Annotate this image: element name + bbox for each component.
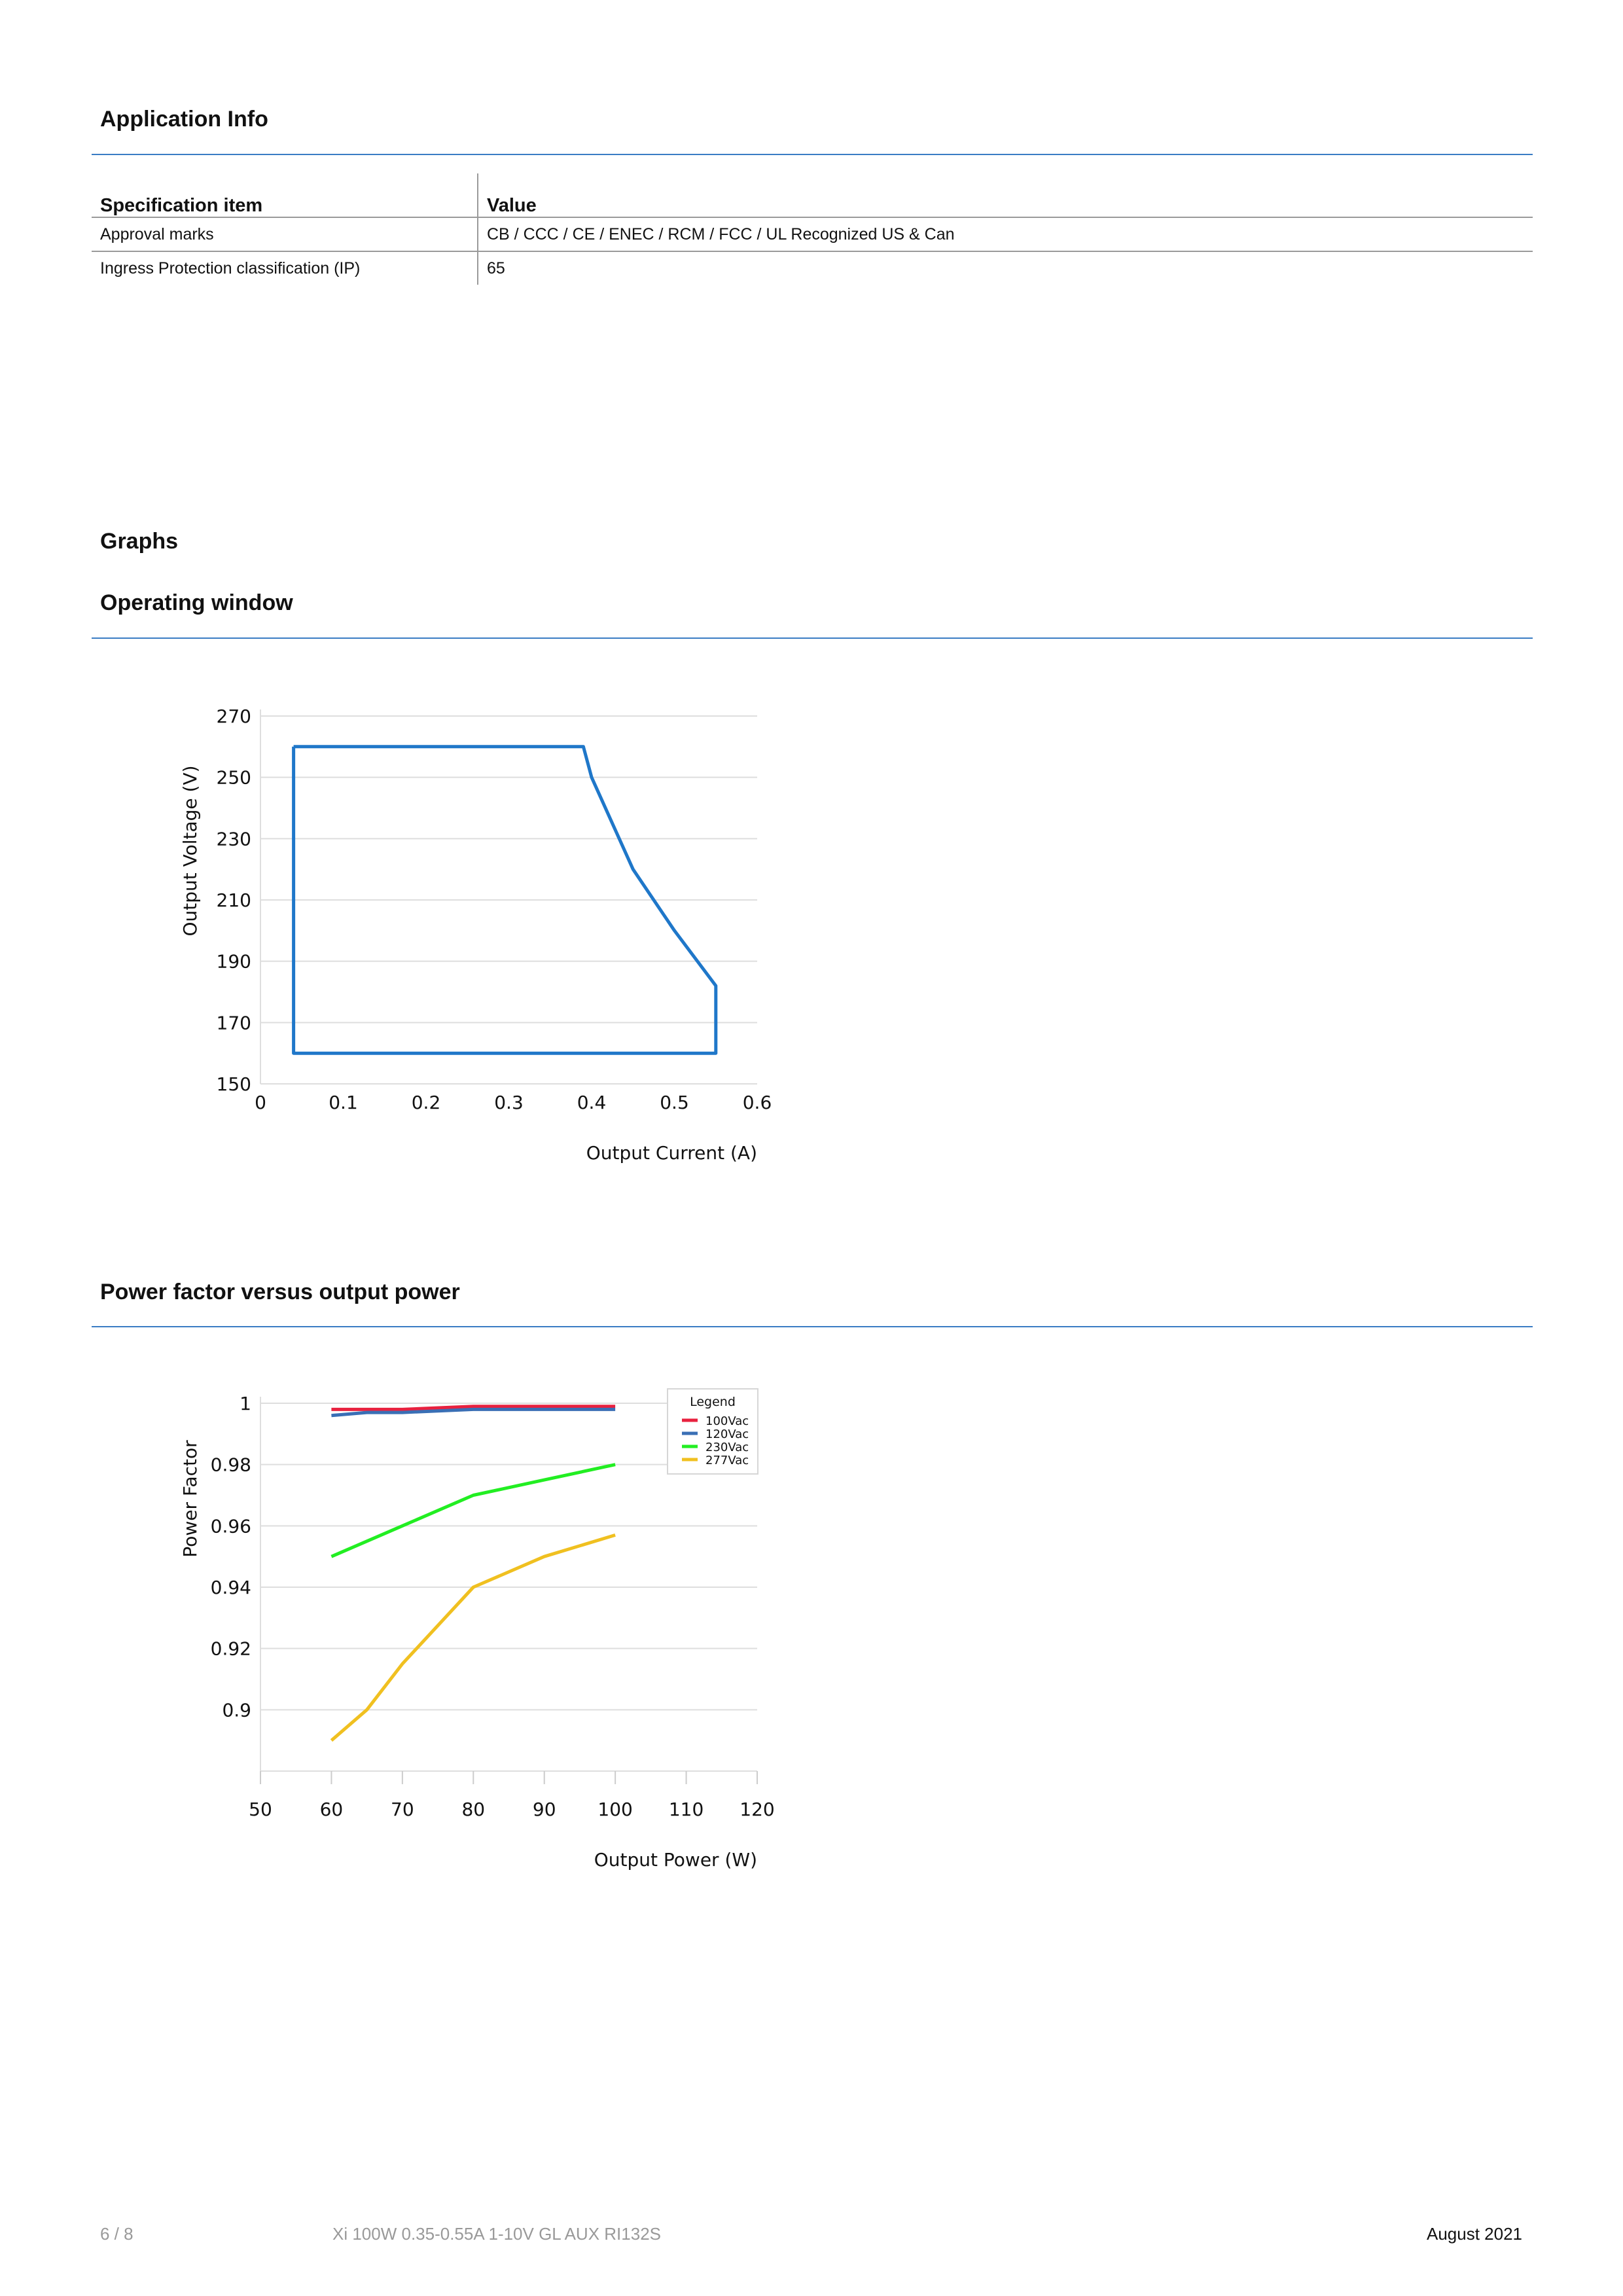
x-tick-label: 90 [533,1799,556,1820]
y-axis-title: Output Voltage (V) [179,765,201,936]
series-line-100Vac [331,1405,616,1411]
legend-label: 120Vac [705,1427,749,1441]
x-tick-label: 0 [255,1092,266,1113]
x-tick-label: 60 [320,1799,344,1820]
x-tick-label: 0.2 [412,1092,441,1113]
x-tick-label: 110 [669,1799,704,1820]
x-tick-label: 0.6 [743,1092,772,1113]
x-tick-label: 0.1 [329,1092,358,1113]
footer-page-number: 6 / 8 [100,2224,134,2244]
footer-product-name: Xi 100W 0.35-0.55A 1-10V GL AUX RI132S [332,2224,661,2244]
table-header-row: Specification item Value [92,173,1533,218]
x-tick-label: 70 [391,1799,414,1820]
y-tick-label: 250 [217,767,251,789]
legend-title: Legend [690,1395,736,1409]
table-cell: CB / CCC / CE / ENEC / RCM / FCC / UL Re… [477,217,1533,252]
series-line-120Vac [331,1407,616,1418]
operating-window-chart: 150 170 190 210 230 250 270 0 0.1 0.2 0.3 0.4 0.5 0.6… [170,687,798,1185]
section-divider [92,637,1533,639]
y-tick-label: 0.94 [211,1577,251,1598]
section-divider [92,154,1533,155]
y-tick-label: 230 [217,828,251,850]
footer-date: August 2021 [1427,2224,1523,2244]
table-row: Approval marks CB / CCC / CE / ENEC / RC… [92,217,1533,252]
y-tick-label: 150 [217,1073,251,1095]
series-line-230Vac [330,1463,616,1558]
x-axis-title: Output Power (W) [594,1849,757,1871]
y-tick-label: 1 [240,1393,251,1414]
table-cell: Ingress Protection classification (IP) [100,259,361,278]
chart-heading-power-factor: Power factor versus output power [100,1280,460,1304]
column-header: Value [477,173,1533,218]
table-cell: Approval marks [92,217,478,252]
chart-heading-operating-window: Operating window [100,590,293,615]
operating-window-svg: 150 170 190 210 230 250 270 0 0.1 0.2 0.3 0.4 0.5 0.6… [179,706,772,1164]
x-tick-label: 0.5 [660,1092,689,1113]
legend-label: 230Vac [705,1441,749,1454]
section-divider [92,1326,1533,1327]
y-tick-label: 0.96 [211,1515,251,1537]
x-axis-title: Output Current (A) [586,1142,757,1164]
power-factor-svg: 0.9 0.92 0.94 0.96 0.98 1 50 60 70 80 90 100 110 120 O… [179,1388,775,1871]
series-line [292,745,718,1055]
table-row: Ingress Protection classification (IP) 6… [92,251,1533,285]
x-tick-label: 0.3 [494,1092,524,1113]
column-header: Specification item [92,173,478,218]
table-cell: 65 [477,251,1533,285]
legend-label: 277Vac [705,1454,749,1467]
y-tick-label: 0.92 [211,1638,251,1660]
x-tick-label: 0.4 [577,1092,607,1113]
y-tick-label: 170 [217,1012,251,1033]
y-axis-title: Power Factor [179,1440,201,1558]
y-tick-label: 0.9 [222,1699,251,1721]
x-tick-label: 100 [597,1799,632,1820]
legend-label: 100Vac [705,1414,749,1428]
x-tick-label: 80 [461,1799,485,1820]
y-tick-label: 190 [217,951,251,973]
section-heading-application-info: Application Info [100,107,268,132]
y-tick-label: 210 [217,889,251,911]
power-factor-chart: 0.9 0.92 0.94 0.96 0.98 1 50 60 70 80 90 100 110 120 O… [170,1374,798,1872]
y-tick-label: 270 [217,706,251,727]
section-heading-graphs: Graphs [100,529,179,554]
spec-table: Specification item Value Approval marks … [92,173,1533,285]
x-tick-label: 120 [740,1799,774,1820]
series-line-277Vac [330,1534,616,1742]
x-tick-label: 50 [249,1799,272,1820]
y-tick-label: 0.98 [211,1454,251,1476]
